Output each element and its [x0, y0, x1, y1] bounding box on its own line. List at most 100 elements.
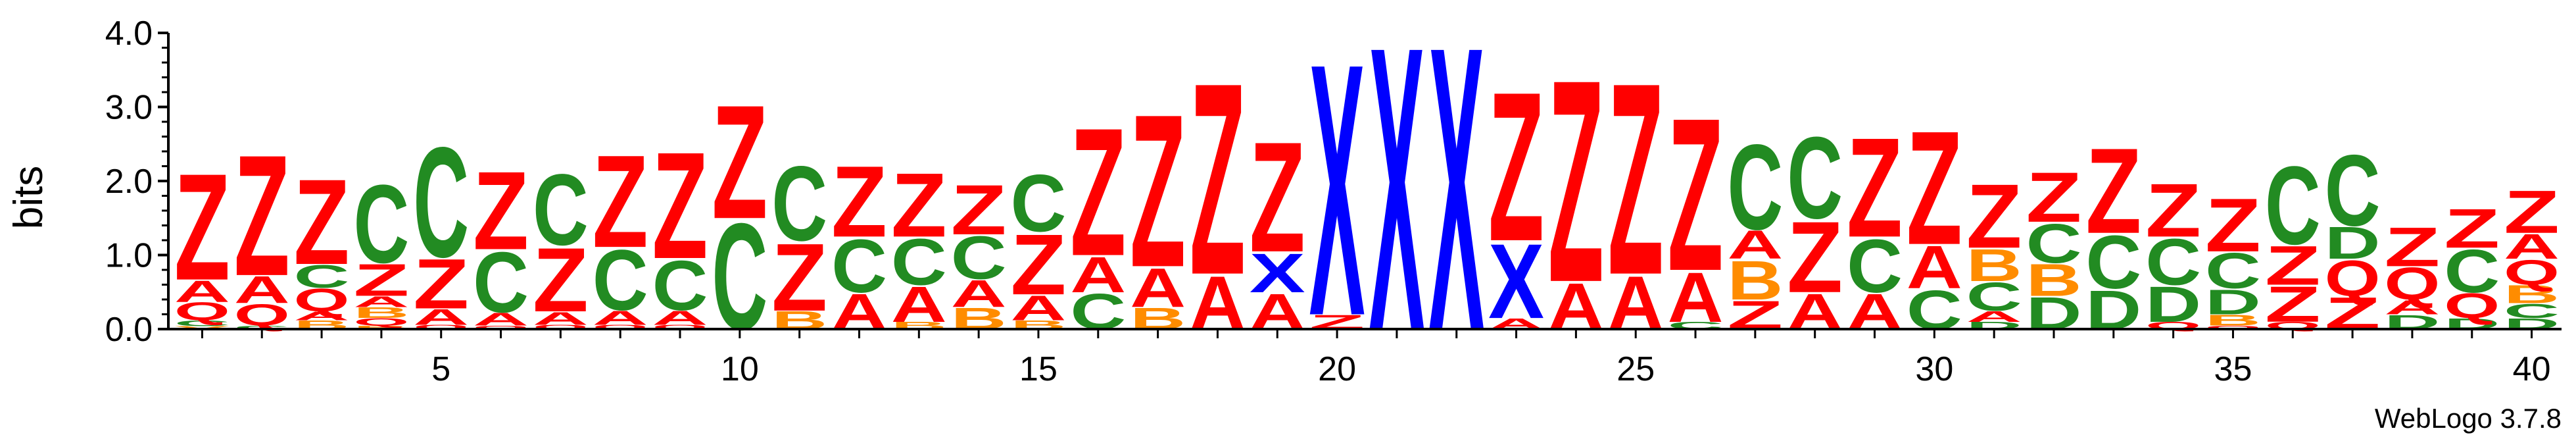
logo-glyph-x: X: [1428, 0, 1484, 416]
logo-glyph-q: Q: [2444, 286, 2500, 326]
x-tick-label: 30: [1915, 350, 1953, 388]
logo-glyph-c: C: [2145, 226, 2201, 299]
logo-glyph-x: X: [1369, 0, 1425, 416]
logo-glyph-q: Q: [593, 324, 648, 330]
logo-glyph-c: C: [1787, 113, 1843, 243]
logo-glyph-c: C: [652, 245, 708, 325]
logo-glyph-a: A: [1130, 256, 1186, 319]
logo-glyph-z: Z: [2205, 183, 2261, 268]
logo-glyph-q: Q: [2325, 251, 2381, 307]
logo-glyph-q: Q: [353, 317, 409, 328]
logo-glyph-a: A: [1907, 234, 1962, 301]
logo-glyph-c: C: [951, 224, 1007, 292]
logo-glyph-c: C: [771, 144, 827, 263]
logo-glyph-z: Z: [1847, 109, 1903, 267]
logo-glyph-a: A: [1011, 288, 1067, 328]
logo-glyph-b: B: [1966, 240, 2022, 291]
logo-glyph-c: C: [234, 324, 290, 330]
logo-glyph-c: C: [2504, 299, 2560, 322]
logo-glyph-z: Z: [891, 154, 947, 256]
logo-glyph-a: A: [174, 274, 230, 308]
logo-glyph-q: Q: [2385, 259, 2441, 309]
logo-glyph-b: B: [2504, 280, 2560, 309]
logo-glyph-a: A: [1668, 257, 1724, 337]
logo-glyph-c: C: [2265, 143, 2321, 267]
logo-glyph-a: A: [413, 305, 469, 330]
logo-glyph-z: Z: [712, 72, 767, 253]
logo-glyph-c: C: [2085, 220, 2141, 305]
logo-glyph-z: Z: [1966, 165, 2022, 267]
logo-glyph-q: Q: [413, 324, 469, 330]
logo-glyph-z: Z: [533, 229, 589, 331]
logo-glyph-x: X: [1250, 242, 1305, 304]
logo-glyph-c: C: [2205, 243, 2261, 299]
y-tick-label: 1.0: [105, 237, 153, 275]
logo-glyph-c: C: [1966, 274, 2022, 319]
y-tick-label: 0.0: [105, 311, 153, 349]
logo-glyph-b: B: [353, 304, 409, 321]
logo-glyph-a: A: [1966, 308, 2022, 325]
logo-glyph-z: Z: [951, 170, 1007, 250]
logo-glyph-z: Z: [652, 120, 708, 290]
y-tick-label: 3.0: [105, 89, 153, 127]
logo-glyph-z: Z: [1130, 68, 1186, 312]
logo-glyph-b: B: [353, 324, 409, 330]
logo-glyph-c: C: [891, 226, 947, 299]
logo-glyph-c: C: [2444, 238, 2500, 305]
y-tick-label: 4.0: [105, 14, 153, 53]
logo-glyph-c: C: [533, 153, 589, 267]
logo-glyph-a: A: [234, 269, 290, 312]
logo-glyph-z: Z: [2265, 276, 2321, 332]
logo-glyph-a: A: [1070, 247, 1126, 303]
logo-glyph-b: B: [2205, 311, 2261, 328]
logo-glyph-d: D: [2145, 276, 2201, 333]
logo-glyph-q: Q: [2504, 253, 2560, 292]
logo-glyph-c: C: [593, 232, 648, 328]
y-axis-label: bits: [6, 166, 51, 229]
logo-glyph-a: A: [1727, 222, 1783, 267]
logo-glyph-z: Z: [1190, 26, 1246, 332]
logo-glyph-z: Z: [473, 148, 529, 272]
logo-glyph-a: A: [2504, 227, 2560, 267]
logo-glyph-z: Z: [2444, 197, 2500, 259]
logo-glyph-a: A: [473, 309, 529, 330]
x-ticks: 5 10 15 20 25 30 35 40: [201, 329, 2551, 388]
logo-glyph-a: A: [533, 309, 589, 329]
logo-glyph-c: C: [2325, 134, 2381, 247]
logo-glyph-z: Z: [831, 145, 887, 259]
logo-glyph-a: A: [2385, 296, 2441, 319]
logo-glyph-z: Z: [2145, 168, 2201, 253]
logo-glyph-z: Z: [1608, 26, 1664, 332]
logo-glyph-a: A: [951, 272, 1007, 315]
y-ticks: 0.0 1.0 2.0 3.0 4.0: [105, 14, 168, 349]
glyph-stacks: VCQAZCQAZBAQCZBQBAZCQAZCQACZQAZCQACZQACZ…: [174, 0, 2560, 416]
x-tick-label: 40: [2513, 350, 2551, 388]
logo-glyph-d: D: [2325, 218, 2381, 269]
logo-glyph-z: Z: [593, 128, 648, 275]
logo-glyph-z: Z: [1070, 90, 1126, 294]
logo-glyph-z: Z: [1907, 98, 1962, 279]
logo-glyph-q: Q: [234, 297, 290, 332]
x-tick-label: 15: [1019, 350, 1057, 388]
logo-glyph-b: B: [2026, 255, 2082, 306]
x-tick-label: 20: [1318, 350, 1356, 388]
logo-glyph-d: D: [2205, 282, 2261, 322]
logo-glyph-z: Z: [294, 154, 350, 290]
logo-glyph-b: B: [1727, 249, 1783, 311]
logo-glyph-c: C: [1847, 224, 1903, 309]
logo-glyph-q: Q: [294, 282, 350, 318]
logo-glyph-z: Z: [1668, 72, 1724, 316]
x-tick-label: 5: [431, 350, 450, 388]
logo-glyph-c: C: [353, 161, 409, 286]
logo-glyph-z: Z: [2265, 235, 2321, 297]
logo-glyph-c: C: [473, 234, 529, 330]
logo-glyph-z: Z: [1787, 201, 1843, 314]
x-tick-label: 25: [1616, 350, 1655, 388]
logo-glyph-a: A: [891, 276, 947, 333]
logo-glyph-q: Q: [473, 324, 529, 330]
logo-glyph-z: Z: [2504, 178, 2560, 245]
logo-glyph-z: Z: [413, 244, 469, 324]
weblogo-credit: WebLogo 3.7.8: [2375, 403, 2562, 434]
logo-glyph-z: Z: [234, 120, 290, 312]
